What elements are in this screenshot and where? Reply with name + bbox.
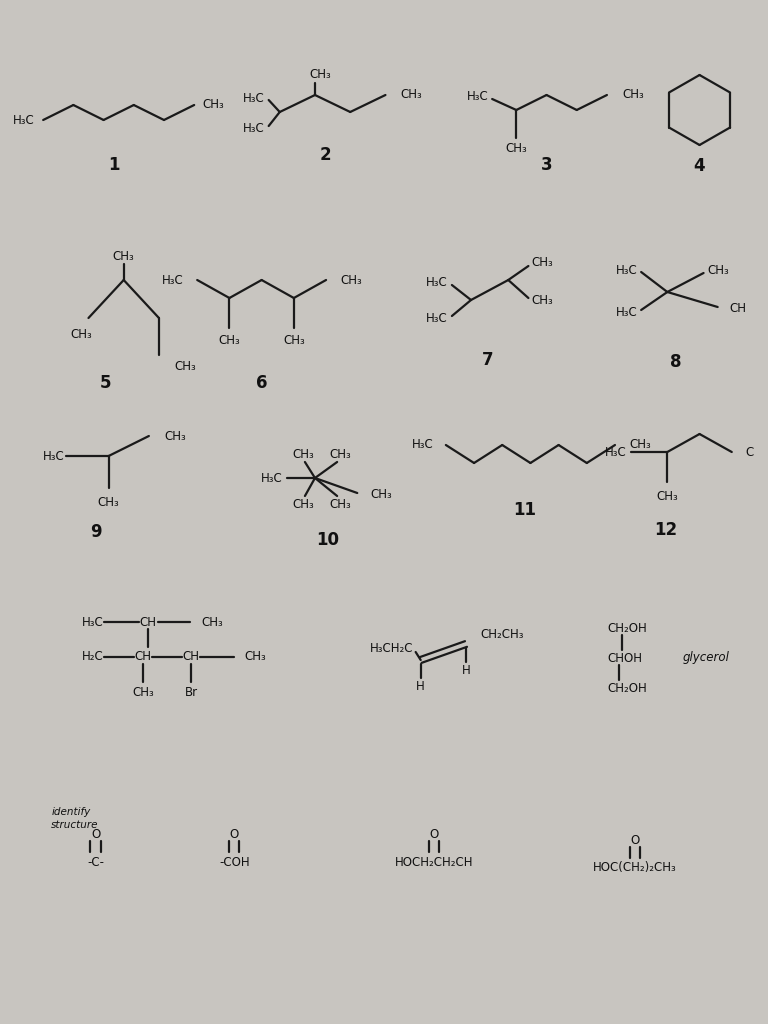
Text: O: O [631,834,640,847]
Text: CH₃: CH₃ [531,294,553,306]
Text: H: H [416,681,425,693]
Text: CH₃: CH₃ [98,496,120,509]
Text: 11: 11 [513,501,536,519]
Text: H₃C: H₃C [243,91,265,104]
Text: H₃C: H₃C [426,275,448,289]
Text: 6: 6 [256,374,267,392]
Text: CH: CH [139,615,157,629]
Text: 10: 10 [316,531,339,549]
Text: CH₃: CH₃ [629,438,650,452]
Text: 8: 8 [670,353,681,371]
Text: CH₃: CH₃ [370,487,392,501]
Text: CH₃: CH₃ [113,250,134,262]
Text: H₃C: H₃C [615,263,637,276]
Text: identify: identify [51,807,91,817]
Text: HOC(CH₂)₂CH₃: HOC(CH₂)₂CH₃ [593,861,677,874]
Text: -COH: -COH [219,855,250,868]
Text: CH₃: CH₃ [132,685,154,698]
Text: O: O [230,827,239,841]
Text: CH₃: CH₃ [329,449,351,462]
Text: O: O [91,827,100,841]
Text: 12: 12 [654,521,677,539]
Text: CH₃: CH₃ [219,334,240,346]
Text: CH₃: CH₃ [340,273,362,287]
Text: H₃C: H₃C [243,122,265,134]
Text: 2: 2 [319,146,331,164]
Text: CH₂OH: CH₂OH [607,682,647,694]
Text: 3: 3 [541,156,552,174]
Text: CH₃: CH₃ [174,360,196,374]
Text: CH₃: CH₃ [657,489,678,503]
Text: CH₃: CH₃ [622,88,644,101]
Text: CH₃: CH₃ [310,69,331,82]
Text: glycerol: glycerol [683,651,730,665]
Text: CH₃: CH₃ [292,449,314,462]
Text: CH₃: CH₃ [202,98,224,112]
Text: H₃C: H₃C [162,273,184,287]
Text: H₃C: H₃C [466,89,488,102]
Text: CH₃: CH₃ [244,650,266,664]
Text: CH₃: CH₃ [283,334,305,346]
Text: CH₃: CH₃ [71,328,92,341]
Text: CH₂CH₃: CH₂CH₃ [480,628,524,640]
Text: 4: 4 [694,157,705,175]
Text: 9: 9 [90,523,101,541]
Text: O: O [429,827,439,841]
Text: HOCH₂CH₂CH: HOCH₂CH₂CH [395,855,473,868]
Text: H₃C: H₃C [81,615,103,629]
Text: CH₃: CH₃ [707,263,730,276]
Text: 1: 1 [108,156,119,174]
Text: H₃CH₂C: H₃CH₂C [370,641,414,654]
Text: CH: CH [183,650,200,664]
Text: H₂C: H₂C [81,650,103,664]
Text: H₃C: H₃C [605,445,627,459]
Text: 7: 7 [482,351,494,369]
Text: CH: CH [134,650,151,664]
Text: -C-: -C- [87,855,104,868]
Text: CHOH: CHOH [607,651,642,665]
Text: CH₃: CH₃ [164,429,186,442]
Text: H₃C: H₃C [43,450,65,463]
Text: 5: 5 [100,374,111,392]
Text: CH₃: CH₃ [292,499,314,512]
Text: H₃C: H₃C [426,311,448,325]
Text: Br: Br [184,685,197,698]
Text: CH₃: CH₃ [505,141,527,155]
Text: H₃C: H₃C [615,305,637,318]
Text: H₃C: H₃C [13,114,35,127]
Text: H₃C: H₃C [412,438,434,452]
Text: structure: structure [51,820,99,830]
Text: CH₃: CH₃ [329,499,351,512]
Text: H: H [462,665,470,678]
Text: CH₃: CH₃ [401,88,422,101]
Text: CH₂OH: CH₂OH [607,622,647,635]
Text: CH₃: CH₃ [531,256,553,269]
Text: CH: CH [730,302,746,315]
Text: CH₃: CH₃ [201,615,223,629]
Text: C: C [746,445,754,459]
Text: H₃C: H₃C [261,471,283,484]
